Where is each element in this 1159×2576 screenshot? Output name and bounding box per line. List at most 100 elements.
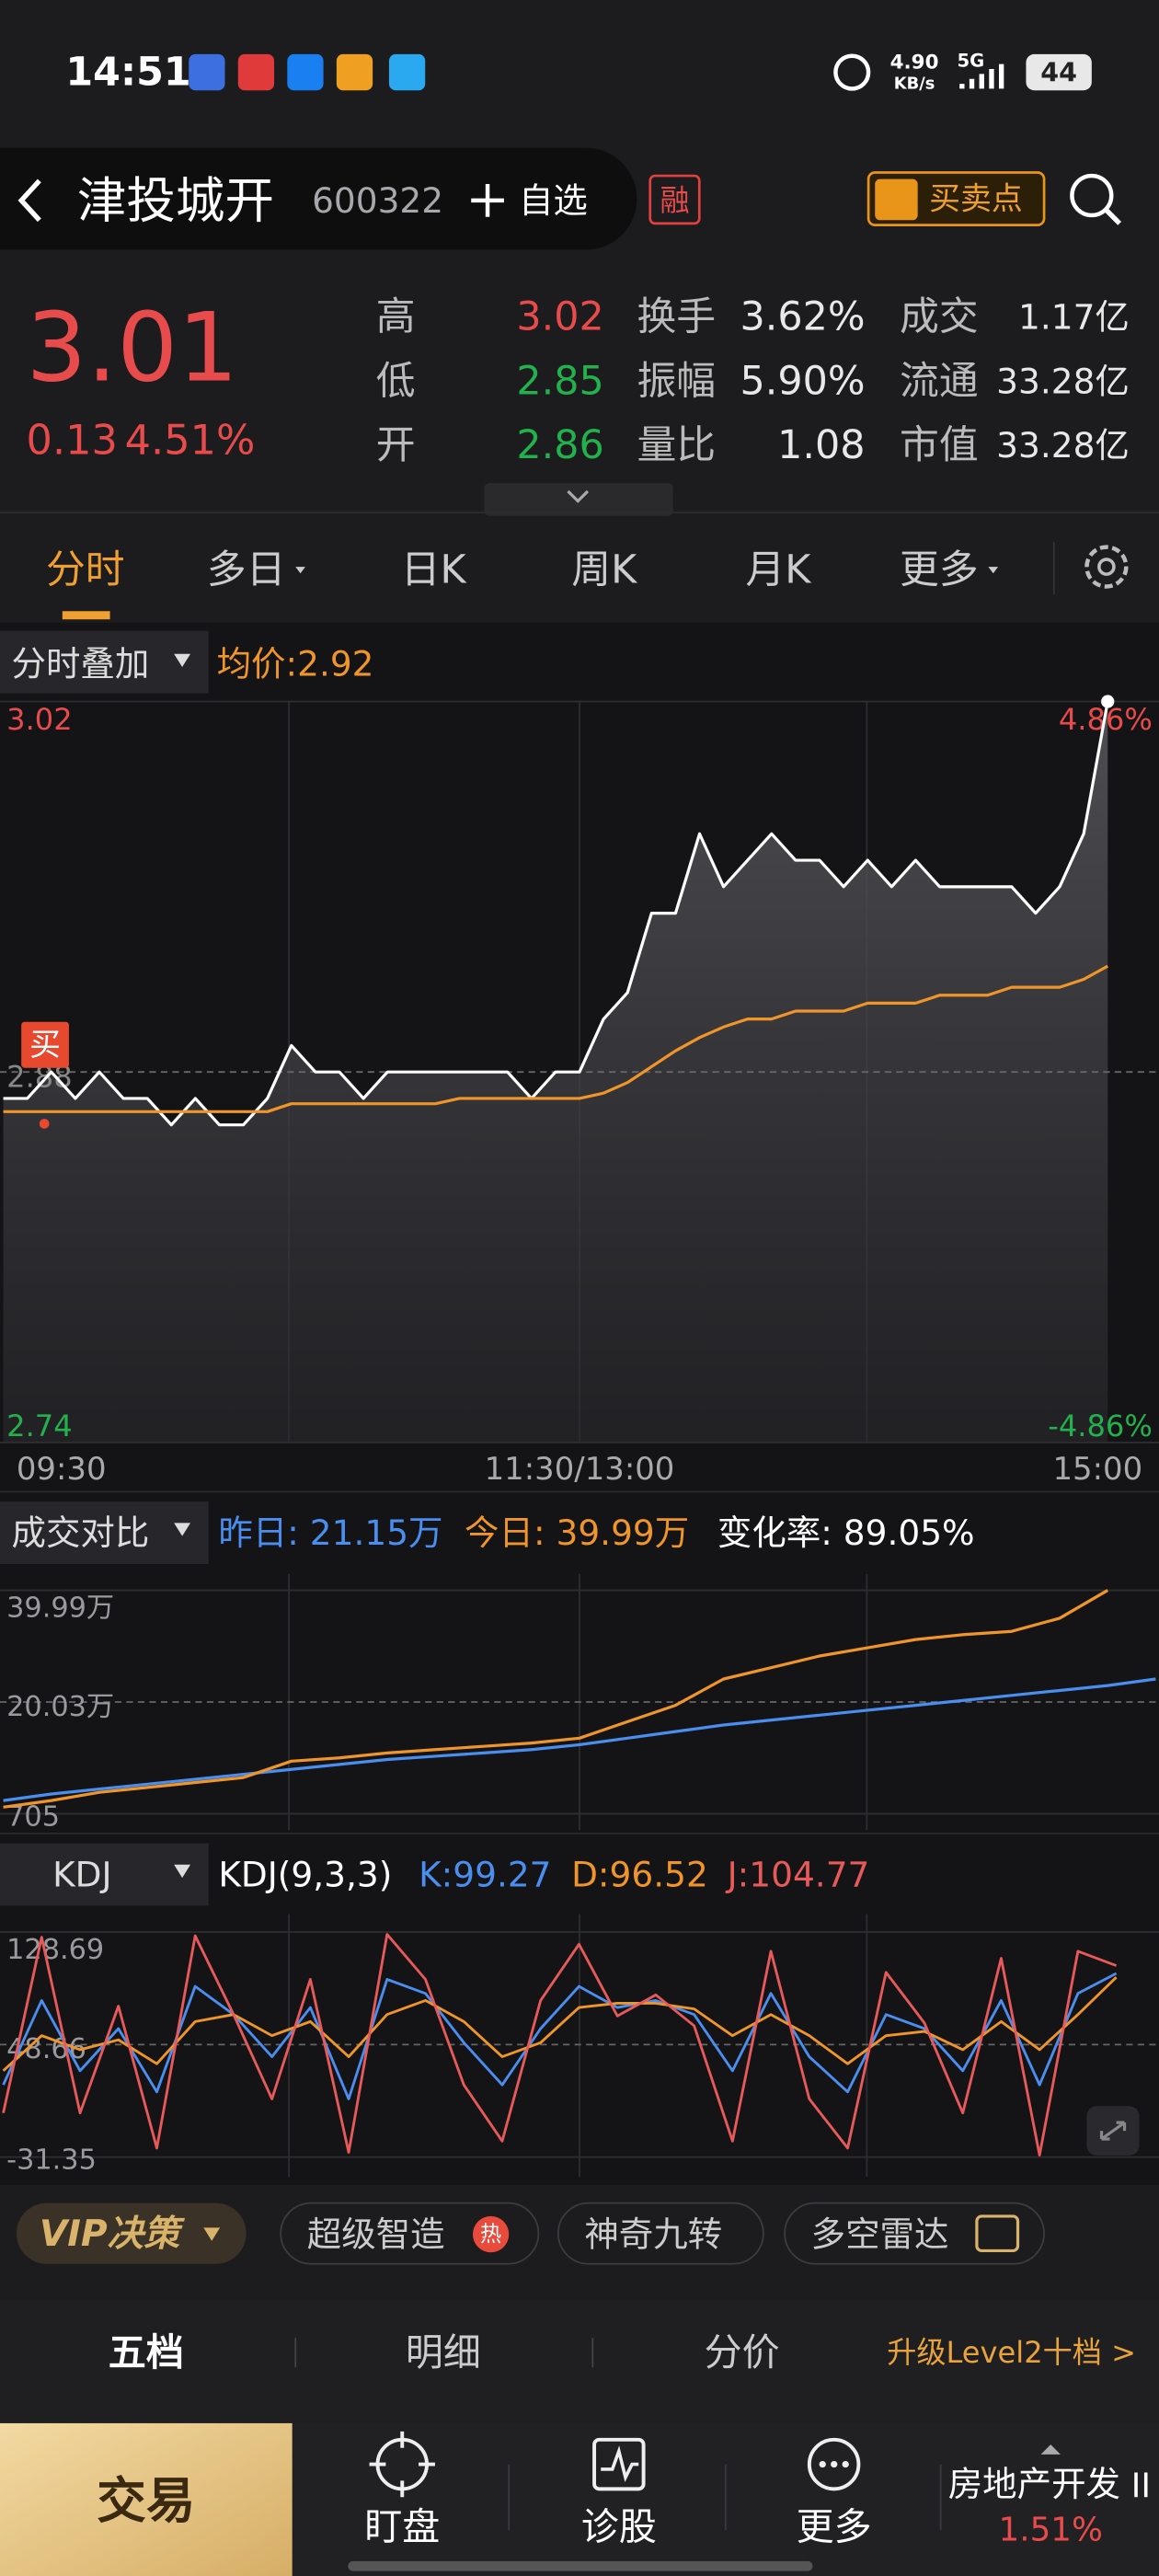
y2-tick-label: -4.86%	[1048, 1409, 1153, 1443]
radar-icon	[975, 2214, 1020, 2253]
tool-button[interactable]	[557, 2202, 764, 2265]
settings-button[interactable]	[1084, 545, 1129, 589]
x-tick-label: 11:30/13:00	[485, 1451, 675, 1487]
diagnose-icon	[601, 2445, 639, 2482]
sector-name[interactable]: 房地产开发	[948, 2464, 1120, 2504]
vip-label: VIP决策	[40, 2214, 186, 2255]
dropdown-arrow	[988, 567, 999, 574]
margin-label: 融	[660, 183, 689, 218]
price-change: 0.13	[27, 417, 118, 465]
nav-divider	[508, 2464, 942, 2530]
signal-icon	[959, 63, 1004, 89]
net-unit: KB/s	[894, 75, 935, 94]
buy-dot	[39, 1119, 50, 1129]
back-button[interactable]	[17, 178, 41, 223]
period-tab[interactable]: 更多	[900, 547, 979, 593]
vip-button[interactable]	[16, 2202, 247, 2264]
margin-badge	[648, 174, 701, 225]
fullscreen-icon	[1099, 2121, 1127, 2141]
pause-icon	[1134, 2472, 1148, 2498]
stat-label: 开	[376, 422, 416, 468]
y-tick-label: 128.69	[6, 1934, 104, 1966]
settings-hub	[1097, 558, 1116, 576]
tab-divider	[294, 2338, 594, 2368]
dropdown-arrow	[203, 2227, 221, 2241]
y-tick-label: -31.35	[6, 2145, 97, 2177]
stock-name: 津投城开	[77, 171, 274, 229]
overlay-label: 分时叠加	[11, 643, 149, 684]
hot-label: 热	[480, 2222, 501, 2247]
avg-price: 均价:2.92	[217, 643, 374, 684]
volume-yesterday: 昨日: 21.15万	[218, 1512, 442, 1553]
kdj-j: J:104.77	[726, 1854, 870, 1894]
watchlist-button[interactable]: 自选	[519, 180, 588, 221]
sector-arrow	[1040, 2444, 1061, 2455]
app-icon	[336, 53, 373, 91]
stat-value: 3.62%	[740, 294, 866, 340]
nav-item[interactable]: 更多	[797, 2504, 872, 2548]
order-tab[interactable]: 分价	[705, 2330, 780, 2375]
stat-value: 1.08	[777, 422, 865, 468]
stat-value: 33.28亿	[996, 361, 1130, 401]
stat-value: 33.28亿	[996, 425, 1130, 466]
volume-selector[interactable]	[0, 1501, 209, 1564]
order-tab[interactable]: 明细	[406, 2330, 481, 2375]
period-tabs: 分时 多日 日K 周K 月K 更多	[46, 547, 999, 593]
stat-label: 流通	[900, 358, 979, 404]
trade-button[interactable]	[0, 2422, 293, 2576]
alarm-icon	[833, 53, 871, 91]
kdj-params: KDJ(9,3,3)	[218, 1854, 392, 1894]
series-line	[2, 1933, 1118, 2156]
trade-label: 交易	[97, 2471, 195, 2529]
hot-badge	[472, 2215, 510, 2253]
dropdown-arrow	[174, 653, 191, 667]
net-speed: 4.90	[890, 51, 939, 74]
add-icon[interactable]	[471, 184, 504, 217]
upgrade-link[interactable]: 升级Level2十档 >	[887, 2335, 1136, 2370]
last-point	[1101, 695, 1115, 708]
y-tick-label: 3.02	[6, 702, 73, 737]
stat-label: 市值	[900, 422, 979, 468]
tool-label: 神奇九转	[584, 2214, 722, 2255]
tool-label: 多空雷达	[811, 2214, 949, 2255]
period-tab[interactable]: 分时	[46, 547, 125, 593]
period-tab[interactable]: 月K	[745, 547, 811, 593]
buy-marker	[21, 1021, 69, 1068]
kdj-k: K:99.27	[419, 1854, 551, 1894]
price-area	[3, 701, 1108, 1443]
x-tick-label: 15:00	[1052, 1451, 1142, 1487]
search-button[interactable]	[1070, 173, 1114, 218]
series-line	[3, 964, 1109, 1113]
battery	[1026, 53, 1092, 91]
clock: 14:51	[65, 50, 190, 96]
buy-marker-label: 买	[29, 1027, 61, 1063]
app-icon	[388, 53, 426, 91]
nav-item[interactable]: 诊股	[581, 2504, 657, 2548]
order-tab[interactable]: 五档	[109, 2330, 184, 2375]
period-tab[interactable]: 日K	[401, 547, 467, 593]
tool-button[interactable]	[784, 2202, 1045, 2265]
stat-value: 2.85	[516, 358, 603, 404]
stat-value: 1.17亿	[1018, 297, 1130, 338]
dropdown-arrow	[174, 1523, 191, 1536]
overlay-selector[interactable]	[0, 630, 209, 694]
signal-icon	[875, 178, 918, 221]
stat-label: 高	[376, 294, 416, 340]
stat-value: 3.02	[516, 294, 603, 340]
nav-item[interactable]: 盯盘	[364, 2504, 440, 2548]
period-tab[interactable]: 多日	[207, 547, 286, 593]
order-panel	[0, 2300, 1159, 2423]
series-line	[3, 1589, 1109, 1809]
indicator-selector[interactable]	[0, 1843, 209, 1906]
tool-label: 超级智造	[307, 2214, 445, 2255]
period-tab[interactable]: 周K	[571, 547, 637, 593]
kdj-d: D:96.52	[571, 1854, 708, 1894]
stat-value: 5.90%	[740, 358, 866, 404]
tool-button[interactable]	[280, 2202, 540, 2265]
price-change-pct: 4.51%	[125, 417, 256, 465]
series-line	[3, 1677, 1156, 1802]
header-pill	[0, 147, 637, 250]
